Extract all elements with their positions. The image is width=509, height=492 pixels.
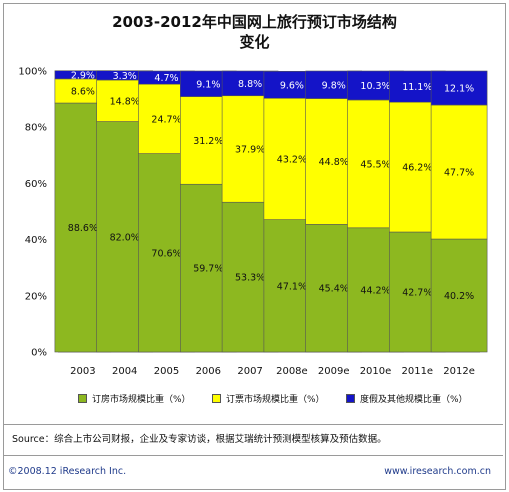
data-label: 4.7% bbox=[154, 73, 178, 84]
legend-item-ticket: 订票市场规模比重（%） bbox=[212, 392, 325, 405]
bar-segment bbox=[430, 238, 488, 353]
data-label: 42.7% bbox=[402, 288, 432, 299]
stacked-bar-chart: 0% 20% 40% 60% 80% 100% 88.6% 8.6% 2.9% 2003 82.0%… bbox=[18, 67, 488, 377]
x-tick-label: 2008e bbox=[276, 366, 308, 377]
data-label: 10.3% bbox=[360, 81, 390, 92]
data-label: 44.8% bbox=[319, 157, 349, 168]
legend-swatch-ticket bbox=[212, 394, 221, 403]
y-tick-label: 40% bbox=[25, 235, 47, 246]
data-label: 45.4% bbox=[319, 284, 349, 295]
legend-label-room: 订房市场规模比重（%） bbox=[92, 395, 191, 405]
data-label: 3.3% bbox=[113, 71, 137, 82]
legend-label-ticket: 订票市场规模比重（%） bbox=[226, 395, 325, 405]
y-tick-label: 80% bbox=[25, 123, 47, 134]
y-tick-label: 0% bbox=[31, 348, 47, 359]
chart-title-line-2: 变化 bbox=[239, 33, 270, 51]
y-tick-label: 20% bbox=[25, 291, 47, 302]
data-label: 40.2% bbox=[444, 291, 474, 302]
y-tick-label: 60% bbox=[25, 179, 47, 190]
source-note: Source：综合上市公司财报，企业及专家访谈，根据艾瑞统计预测模型核算及预估数… bbox=[12, 434, 387, 445]
x-tick-label: 2005 bbox=[154, 366, 179, 377]
data-label: 8.8% bbox=[238, 79, 262, 90]
data-label: 9.1% bbox=[196, 79, 220, 90]
website-link[interactable]: www.iresearch.com.cn bbox=[384, 466, 491, 477]
data-label: 31.2% bbox=[193, 136, 223, 147]
x-tick-label: 2007 bbox=[237, 366, 262, 377]
x-tick-label: 2009e bbox=[318, 366, 350, 377]
legend: 订房市场规模比重（%） 订票市场规模比重（%） 度假及其他规模比重（%） bbox=[78, 392, 498, 408]
data-label: 8.6% bbox=[71, 86, 95, 97]
data-label: 70.6% bbox=[151, 248, 181, 259]
divider bbox=[4, 424, 503, 425]
data-label: 37.9% bbox=[235, 144, 265, 155]
y-tick-label: 100% bbox=[18, 67, 47, 78]
divider bbox=[4, 455, 503, 456]
data-label: 82.0% bbox=[110, 232, 140, 243]
chart-title-line-1: 2003-2012年中国网上旅行预订市场结构 bbox=[112, 13, 397, 31]
data-label: 53.3% bbox=[235, 273, 265, 284]
data-label: 88.6% bbox=[68, 223, 98, 234]
x-tick-label: 2012e bbox=[443, 366, 475, 377]
data-label: 2.9% bbox=[71, 70, 95, 81]
data-label: 46.2% bbox=[402, 163, 432, 174]
data-label: 11.1% bbox=[402, 82, 432, 93]
legend-swatch-room bbox=[78, 394, 87, 403]
x-tick-label: 2011e bbox=[401, 366, 433, 377]
x-tick-label: 2010e bbox=[360, 366, 392, 377]
data-label: 45.5% bbox=[360, 159, 390, 170]
data-label: 12.1% bbox=[444, 84, 474, 95]
legend-swatch-vacation bbox=[346, 394, 355, 403]
data-label: 44.2% bbox=[360, 285, 390, 296]
chart-title: 2003-2012年中国网上旅行预订市场结构 变化 bbox=[0, 12, 509, 52]
x-tick-label: 2006 bbox=[196, 366, 221, 377]
legend-label-vacation: 度假及其他规模比重（%） bbox=[360, 395, 468, 405]
bar-segment bbox=[430, 70, 488, 106]
legend-item-room: 订房市场规模比重（%） bbox=[78, 392, 191, 405]
data-label: 47.7% bbox=[444, 168, 474, 179]
data-label: 9.8% bbox=[322, 80, 346, 91]
data-label: 47.1% bbox=[277, 281, 307, 292]
data-label: 59.7% bbox=[193, 264, 223, 275]
data-label: 14.8% bbox=[110, 96, 140, 107]
copyright: ©2008.12 iResearch Inc. bbox=[8, 466, 127, 477]
data-label: 43.2% bbox=[277, 154, 307, 165]
data-label: 9.6% bbox=[280, 80, 304, 91]
legend-item-vacation: 度假及其他规模比重（%） bbox=[346, 392, 468, 405]
x-tick-label: 2003 bbox=[70, 366, 95, 377]
bar-segment bbox=[430, 104, 488, 240]
data-label: 24.7% bbox=[151, 114, 181, 125]
x-tick-label: 2004 bbox=[112, 366, 137, 377]
